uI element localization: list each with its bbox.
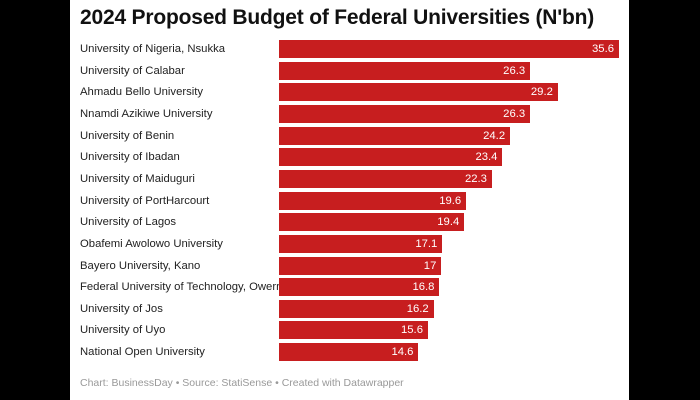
bar	[279, 213, 465, 232]
category-label: Obafemi Awolowo University	[80, 237, 223, 250]
value-label: 26.3	[503, 64, 526, 77]
category-label: Federal University of Technology, Owerri	[80, 281, 283, 294]
value-label: 16.8	[412, 281, 435, 294]
chart-footer: Chart: BusinessDay • Source: StatiSense …	[80, 377, 404, 389]
bar	[279, 278, 440, 297]
value-label: 19.6	[439, 194, 462, 207]
bar	[279, 40, 619, 58]
category-label: Ahmadu Bello University	[80, 86, 204, 99]
value-label: 16.2	[406, 302, 429, 315]
value-label: 17.1	[415, 237, 438, 250]
bar	[279, 169, 492, 188]
category-label: University of Lagos	[80, 216, 177, 229]
category-label: University of PortHarcourt	[80, 194, 210, 207]
bar	[279, 343, 419, 362]
value-label: 35.6	[592, 43, 614, 55]
bar	[279, 148, 503, 167]
bar	[279, 299, 434, 318]
category-label: University of Nigeria, Nsukka	[80, 43, 226, 55]
bar	[279, 234, 443, 253]
bar	[279, 256, 442, 275]
value-label: 24.2	[483, 129, 506, 142]
value-label: 17	[423, 259, 437, 272]
category-label: Nnamdi Azikiwe University	[80, 107, 213, 120]
value-label: 22.3	[464, 172, 487, 185]
chart-title: 2024 Proposed Budget of Federal Universi…	[80, 6, 595, 29]
value-label: 19.4	[437, 216, 460, 229]
bar	[279, 321, 428, 340]
category-label: University of Ibadan	[80, 151, 180, 164]
bar	[279, 83, 558, 102]
bar-rows: University of Nigeria, Nsukka 35.6 Univers…	[70, 0, 629, 400]
value-label: 29.2	[530, 86, 553, 99]
value-label: 15.6	[400, 324, 423, 337]
category-label: University of Uyo	[80, 324, 166, 337]
bar	[279, 126, 511, 145]
bar	[279, 61, 531, 80]
category-label: University of Benin	[80, 129, 175, 142]
value-label: 23.4	[475, 151, 498, 164]
bar	[279, 104, 531, 123]
category-label: University of Maiduguri	[80, 172, 195, 185]
chart-panel: 2024 Proposed Budget of Federal Universi…	[70, 0, 629, 400]
category-label: University of Calabar	[80, 64, 185, 77]
value-label: 26.3	[503, 107, 526, 120]
category-label: University of Jos	[80, 302, 163, 315]
bar	[279, 191, 467, 210]
value-label: 14.6	[391, 346, 414, 359]
category-label: National Open University	[80, 346, 205, 359]
category-label: Bayero University, Kano	[80, 259, 201, 272]
